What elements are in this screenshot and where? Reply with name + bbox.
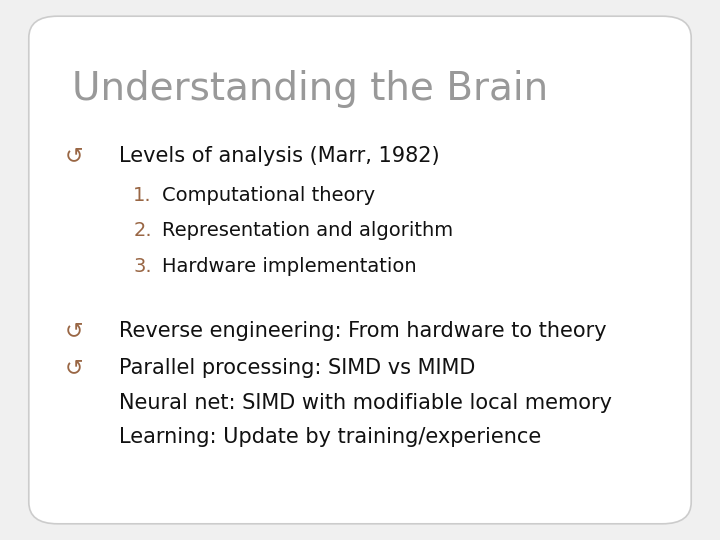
Text: ↺: ↺	[65, 358, 84, 378]
Text: Reverse engineering: From hardware to theory: Reverse engineering: From hardware to th…	[119, 321, 606, 341]
Text: Hardware implementation: Hardware implementation	[162, 256, 417, 275]
Text: Levels of analysis (Marr, 1982): Levels of analysis (Marr, 1982)	[119, 146, 439, 166]
Text: ↺: ↺	[65, 146, 84, 166]
FancyBboxPatch shape	[29, 16, 691, 524]
Text: Parallel processing: SIMD vs MIMD: Parallel processing: SIMD vs MIMD	[119, 358, 475, 378]
Text: ↺: ↺	[65, 321, 84, 341]
Text: Representation and algorithm: Representation and algorithm	[162, 221, 453, 240]
Text: Understanding the Brain: Understanding the Brain	[72, 70, 548, 108]
Text: 2.: 2.	[133, 221, 152, 240]
Text: Computational theory: Computational theory	[162, 186, 375, 205]
Text: Learning: Update by training/experience: Learning: Update by training/experience	[119, 427, 541, 447]
Text: 3.: 3.	[133, 256, 152, 275]
Text: Neural net: SIMD with modifiable local memory: Neural net: SIMD with modifiable local m…	[119, 393, 612, 413]
Text: 1.: 1.	[133, 186, 152, 205]
